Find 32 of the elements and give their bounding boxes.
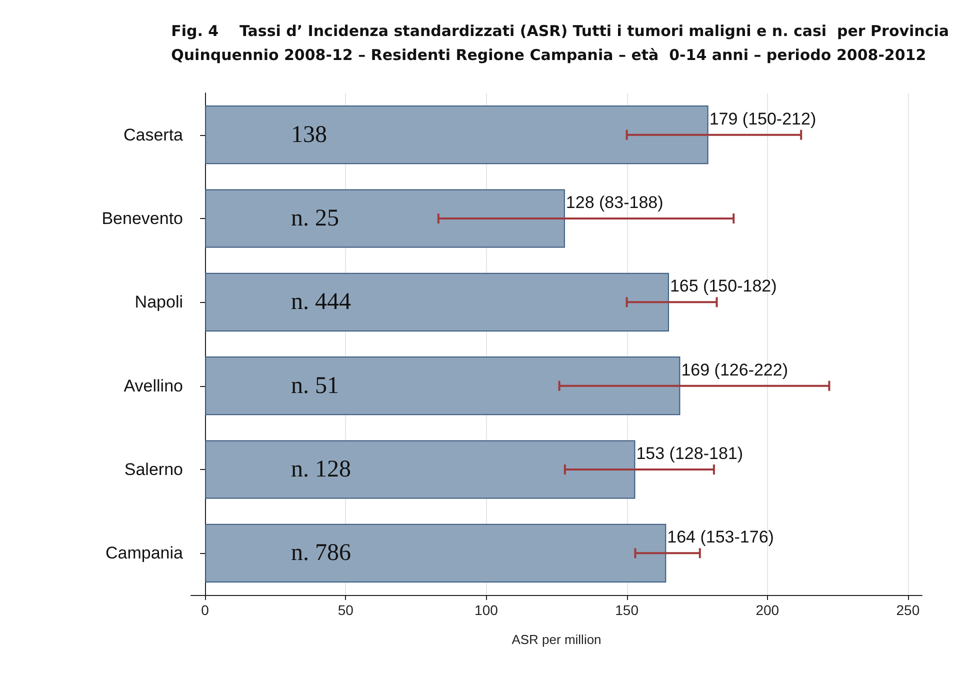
data-label: 164 (153-176) (667, 528, 774, 547)
bar (205, 440, 636, 499)
x-axis-title: ASR per million (512, 632, 602, 647)
y-tick-label: Campania (106, 544, 184, 563)
x-tick-label: 0 (201, 602, 210, 618)
y-tick-label: Avellino (124, 376, 183, 396)
data-label: 128 (83-188) (566, 193, 664, 212)
data-label: 153 (128-181) (636, 444, 744, 463)
annotation: n. 25 (291, 206, 339, 232)
bar (205, 106, 708, 164)
bar (205, 272, 669, 332)
x-tick-label: 150 (615, 602, 639, 618)
annotation: n. 444 (291, 289, 351, 316)
bar (205, 189, 565, 248)
x-tick-label: 200 (756, 602, 780, 618)
y-tick-label: Caserta (123, 125, 184, 144)
annotation: n. 128 (291, 456, 351, 482)
data-label: 165 (150-182) (670, 276, 777, 296)
chart-title: Fig. 4 Tassi d’ Incidenza standardizzati (ASR) Tutti i tumori maligni e n. casi per Provincia Quinquennio 2008-12 – Residenti Regione Campania – età 0-14 anni – periodo 2008-2012 (171, 22, 950, 64)
y-tick-label: Napoli (134, 292, 183, 312)
x-tick-label: 250 (896, 602, 920, 618)
x-tick-label: 100 (474, 602, 498, 618)
annotation: 138 (291, 122, 327, 148)
annotation: n. 786 (291, 540, 351, 566)
data-label: 169 (126-222) (681, 360, 788, 380)
bar (205, 524, 666, 582)
bar (205, 356, 680, 416)
x-tick-label: 50 (338, 602, 354, 618)
annotation: n. 51 (291, 372, 339, 399)
data-label: 179 (150-212) (709, 109, 816, 128)
y-tick-label: Benevento (102, 209, 183, 228)
y-tick-label: Salerno (124, 460, 183, 479)
